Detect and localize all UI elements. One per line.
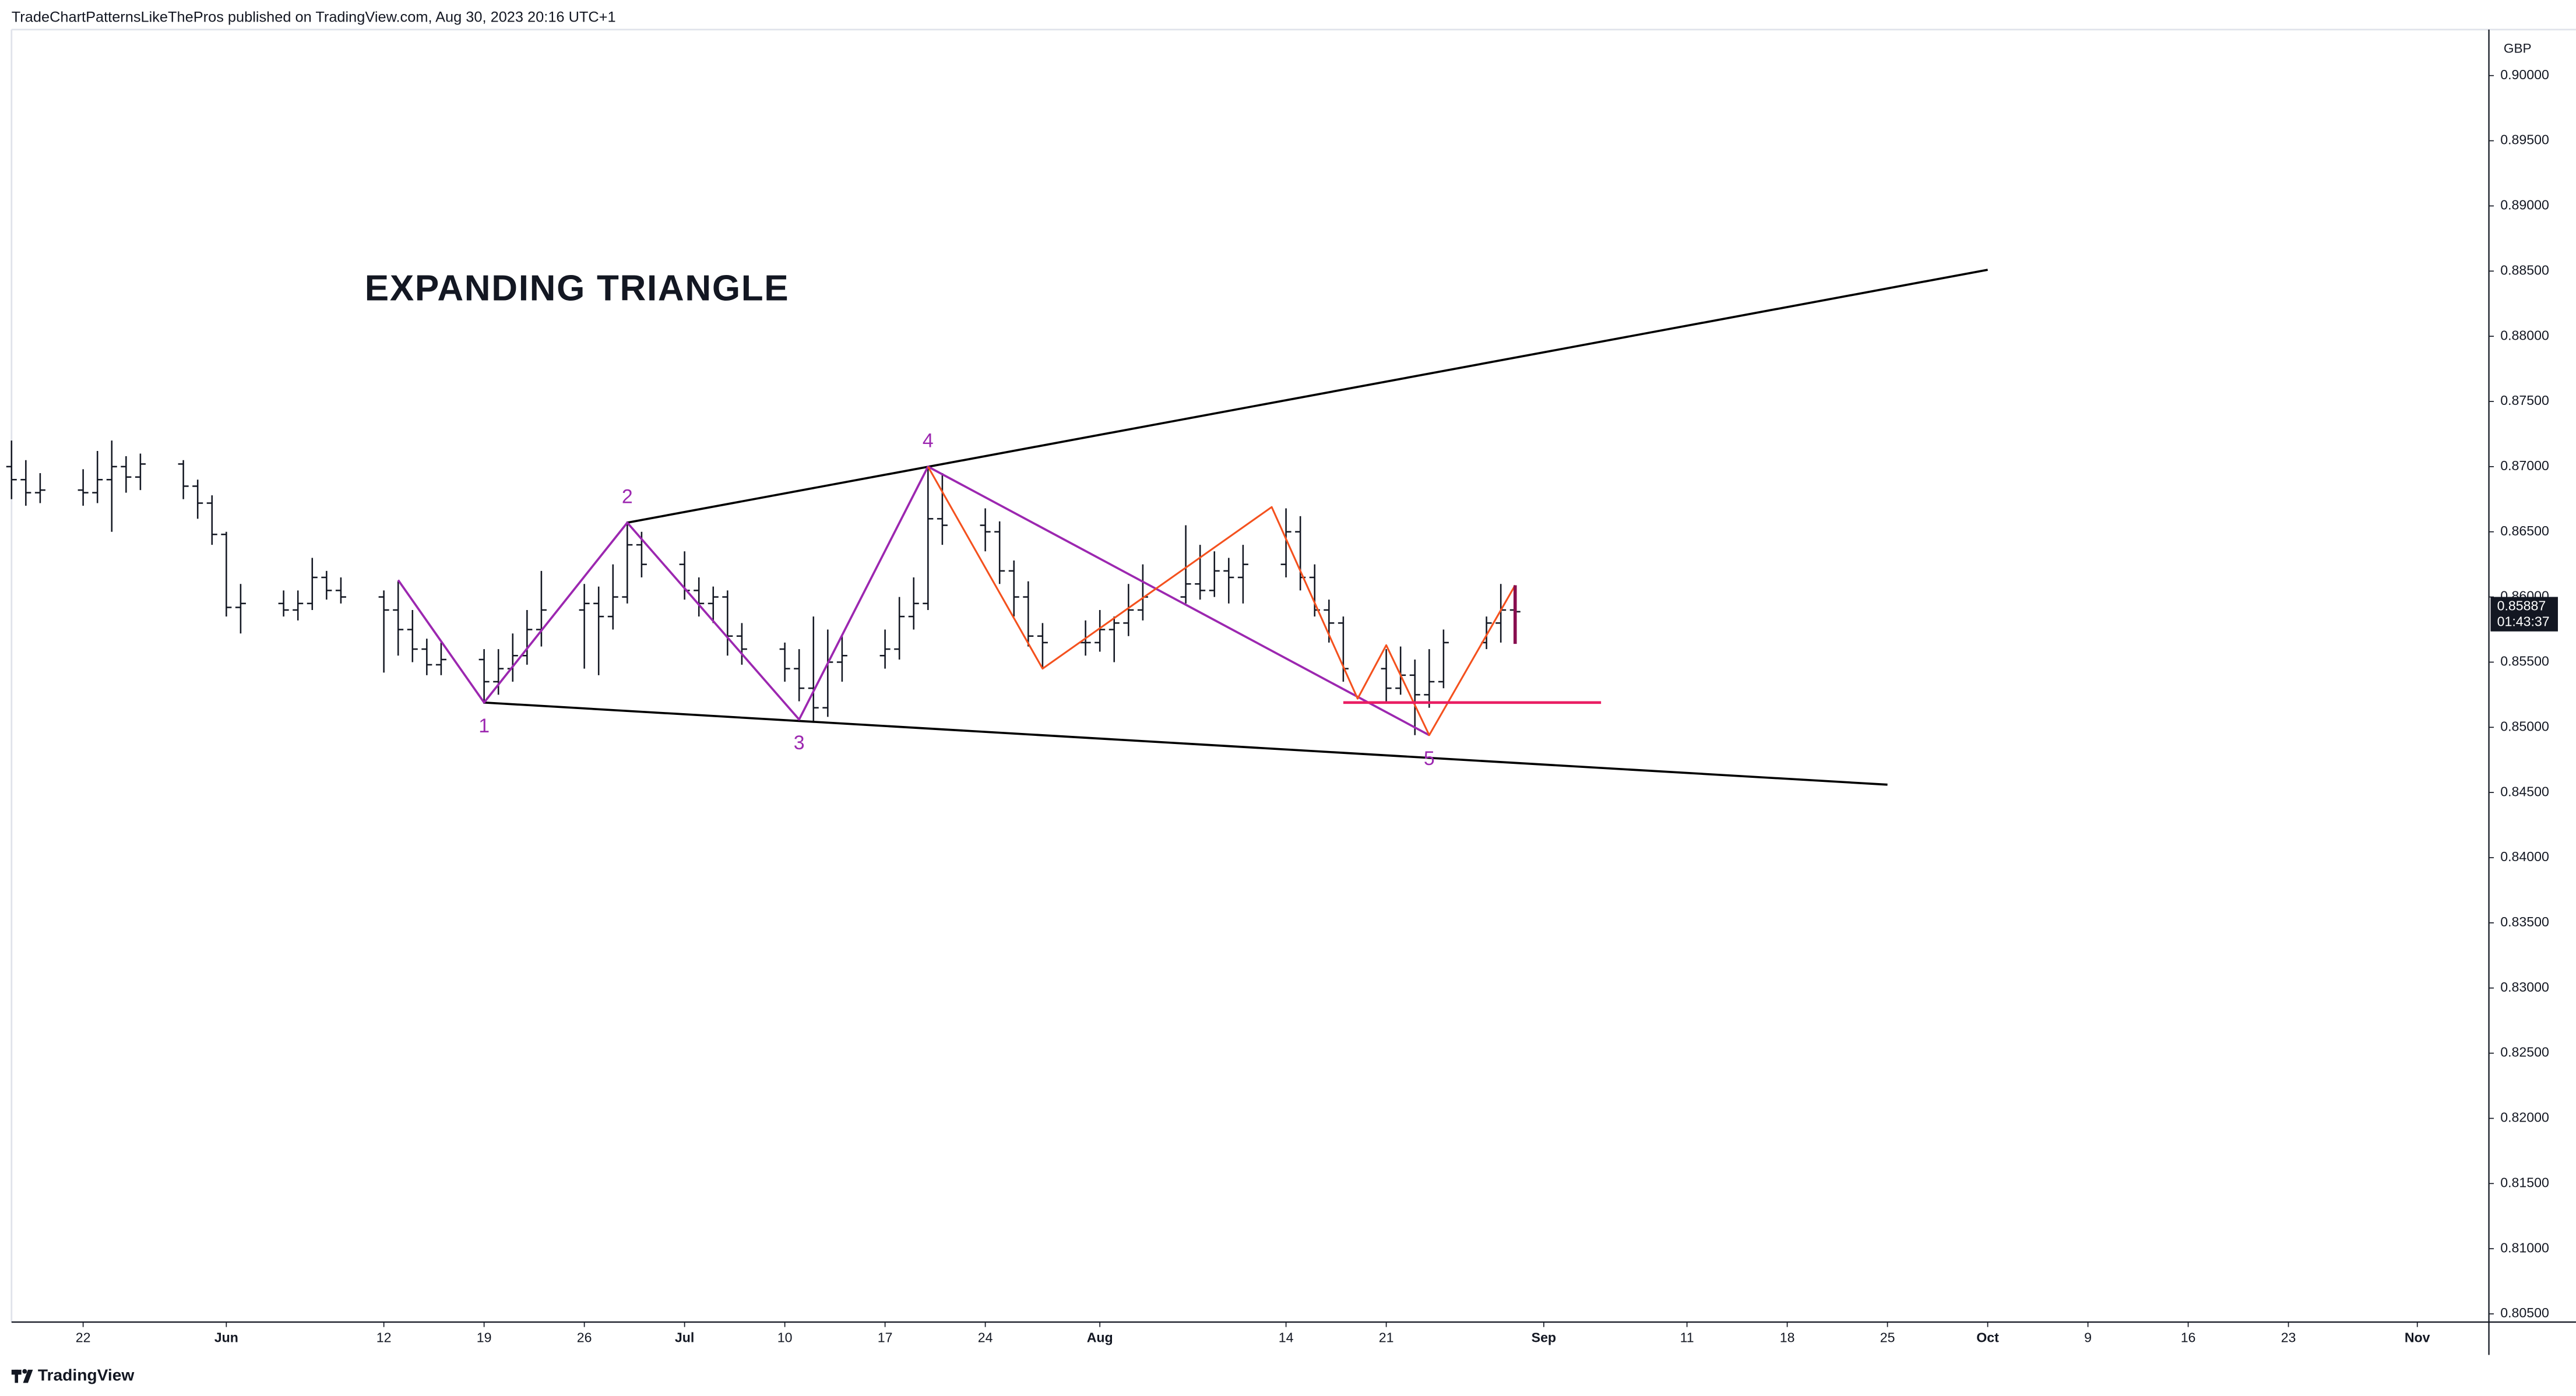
x-tick-label: Nov bbox=[2405, 1330, 2430, 1345]
y-tick-label: 0.87000 bbox=[2500, 458, 2549, 473]
x-tick-label: 19 bbox=[477, 1330, 492, 1345]
trendline bbox=[484, 701, 1888, 786]
y-tick-label: 0.84500 bbox=[2500, 784, 2549, 799]
y-tick-label: 0.86500 bbox=[2500, 523, 2549, 538]
x-tick-label: 23 bbox=[2281, 1330, 2296, 1345]
x-tick-label: Jun bbox=[214, 1330, 238, 1345]
y-tick-label: 0.88500 bbox=[2500, 262, 2549, 277]
wave-label: 3 bbox=[794, 732, 805, 754]
y-tick-label: 0.83500 bbox=[2500, 914, 2549, 929]
x-tick-label: 18 bbox=[1780, 1330, 1795, 1345]
y-tick-label: 0.80500 bbox=[2500, 1305, 2549, 1320]
wave-label: 4 bbox=[923, 430, 934, 452]
x-tick-label: Jul bbox=[675, 1330, 694, 1345]
y-tick-label: 0.81500 bbox=[2500, 1175, 2549, 1190]
annotation-title: EXPANDING TRIANGLE bbox=[365, 268, 790, 308]
y-tick-label: 0.89500 bbox=[2500, 132, 2549, 147]
header: TradeChartPatternsLikeThePros published … bbox=[12, 9, 616, 26]
x-tick-label: 11 bbox=[1680, 1330, 1694, 1345]
x-tick-label: 10 bbox=[777, 1330, 793, 1345]
y-tick-label: 0.89000 bbox=[2500, 198, 2549, 213]
x-tick-label: 24 bbox=[978, 1330, 993, 1345]
x-tick-label: 21 bbox=[1379, 1330, 1394, 1345]
currency-label: GBP bbox=[2504, 41, 2532, 56]
y-tick-label: 0.83000 bbox=[2500, 979, 2549, 995]
y-tick-label: 0.82000 bbox=[2500, 1110, 2549, 1125]
x-tick-label: 14 bbox=[1279, 1330, 1294, 1345]
last-price: 0.85887 bbox=[2497, 598, 2546, 614]
y-tick-label: 0.88000 bbox=[2500, 327, 2549, 343]
footer-logo bbox=[11, 1369, 33, 1383]
x-tick-label: Oct bbox=[1976, 1330, 1999, 1345]
footer-brand: TradingView bbox=[38, 1366, 135, 1384]
wave-label: 1 bbox=[478, 715, 490, 737]
subwave-line bbox=[927, 466, 1516, 736]
wave-label: 2 bbox=[622, 486, 633, 508]
x-tick-label: 25 bbox=[1880, 1330, 1895, 1345]
x-tick-label: 9 bbox=[2084, 1330, 2092, 1345]
x-tick-label: Aug bbox=[1087, 1330, 1113, 1345]
x-tick-label: 12 bbox=[376, 1330, 392, 1345]
y-tick-label: 0.82500 bbox=[2500, 1045, 2549, 1060]
y-tick-label: 0.81000 bbox=[2500, 1240, 2549, 1255]
wave-line bbox=[397, 466, 1430, 736]
y-tick-label: 0.85500 bbox=[2500, 654, 2549, 669]
y-tick-label: 0.90000 bbox=[2500, 67, 2549, 82]
x-tick-label: 26 bbox=[577, 1330, 592, 1345]
y-tick-label: 0.85000 bbox=[2500, 718, 2549, 734]
x-tick-label: 17 bbox=[878, 1330, 893, 1345]
y-tick-label: 0.84000 bbox=[2500, 849, 2549, 864]
x-tick-label: 22 bbox=[76, 1330, 91, 1345]
y-tick-label: 0.87500 bbox=[2500, 393, 2549, 408]
wave-label: 5 bbox=[1424, 748, 1435, 770]
trendline bbox=[627, 269, 1988, 524]
countdown: 01:43:37 bbox=[2497, 614, 2550, 629]
x-tick-label: 16 bbox=[2181, 1330, 2196, 1345]
x-tick-label: Sep bbox=[1532, 1330, 1556, 1345]
ohlc-bars bbox=[6, 440, 1521, 735]
last-price-box bbox=[2490, 597, 2558, 632]
